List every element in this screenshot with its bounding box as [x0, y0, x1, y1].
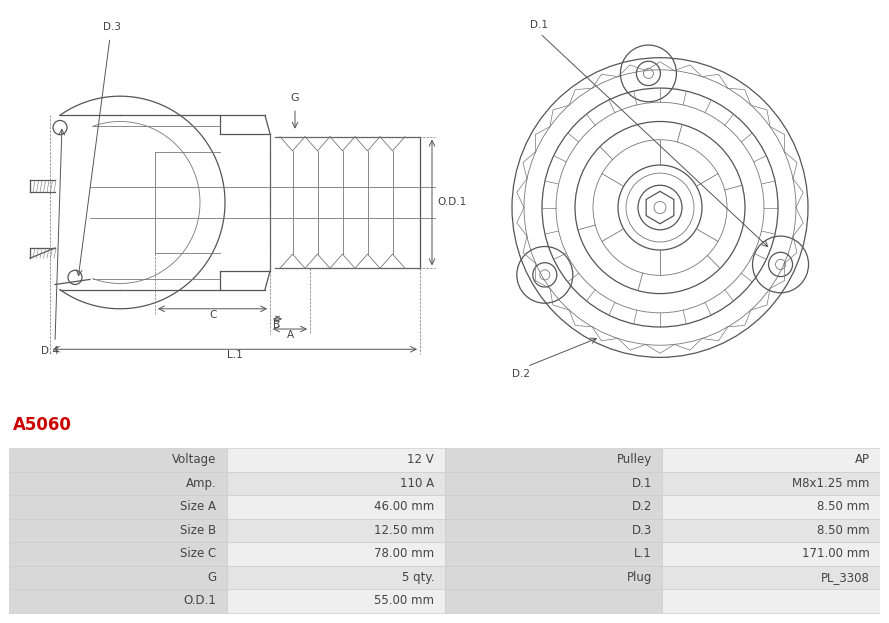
Text: D.3: D.3: [103, 22, 121, 32]
Text: 110 A: 110 A: [400, 477, 434, 490]
Bar: [662, 495, 880, 519]
Text: Size C: Size C: [180, 548, 216, 561]
Text: 8.50 mm: 8.50 mm: [817, 524, 869, 537]
Bar: [444, 448, 662, 472]
Bar: [227, 566, 444, 589]
Text: 8.50 mm: 8.50 mm: [817, 500, 869, 513]
Bar: [444, 589, 662, 612]
Text: D.2: D.2: [631, 500, 652, 513]
Bar: [444, 566, 662, 589]
Bar: [227, 495, 444, 519]
Text: D.1: D.1: [530, 21, 548, 31]
Bar: [9, 448, 227, 472]
Bar: [444, 495, 662, 519]
Text: O.D.1: O.D.1: [183, 594, 216, 607]
Bar: [227, 448, 444, 472]
Text: Size B: Size B: [180, 524, 216, 537]
Text: G: G: [207, 571, 216, 584]
Text: A: A: [286, 330, 293, 340]
Text: D.2: D.2: [512, 369, 530, 379]
Bar: [9, 589, 227, 612]
Bar: [9, 472, 227, 495]
Text: Voltage: Voltage: [172, 454, 216, 467]
Text: B: B: [274, 320, 281, 330]
Bar: [9, 542, 227, 566]
Bar: [662, 448, 880, 472]
Bar: [662, 566, 880, 589]
Bar: [662, 519, 880, 542]
Bar: [662, 472, 880, 495]
Text: 12 V: 12 V: [407, 454, 434, 467]
Text: 171.00 mm: 171.00 mm: [802, 548, 869, 561]
Text: Plug: Plug: [627, 571, 652, 584]
Text: L.1: L.1: [634, 548, 652, 561]
Text: A5060: A5060: [13, 416, 72, 434]
Bar: [444, 472, 662, 495]
Text: O.D.1: O.D.1: [437, 197, 466, 207]
Bar: [444, 542, 662, 566]
Bar: [662, 542, 880, 566]
Text: Amp.: Amp.: [186, 477, 216, 490]
Text: PL_3308: PL_3308: [821, 571, 869, 584]
Bar: [227, 542, 444, 566]
Bar: [227, 589, 444, 612]
Bar: [227, 519, 444, 542]
Text: D.4: D.4: [41, 346, 59, 356]
Text: Pulley: Pulley: [617, 454, 652, 467]
Text: 78.00 mm: 78.00 mm: [374, 548, 434, 561]
Text: Size A: Size A: [180, 500, 216, 513]
Bar: [662, 589, 880, 612]
Text: C: C: [209, 310, 217, 320]
Bar: [227, 472, 444, 495]
Text: G: G: [291, 93, 300, 103]
Bar: [9, 566, 227, 589]
Bar: [9, 519, 227, 542]
Text: 12.50 mm: 12.50 mm: [373, 524, 434, 537]
Text: M8x1.25 mm: M8x1.25 mm: [792, 477, 869, 490]
Text: 55.00 mm: 55.00 mm: [374, 594, 434, 607]
Text: AP: AP: [854, 454, 869, 467]
Bar: [9, 495, 227, 519]
Bar: [444, 519, 662, 542]
Text: L.1: L.1: [227, 350, 243, 360]
Text: D.1: D.1: [631, 477, 652, 490]
Text: 46.00 mm: 46.00 mm: [373, 500, 434, 513]
Text: D.3: D.3: [631, 524, 652, 537]
Text: 5 qty.: 5 qty.: [402, 571, 434, 584]
